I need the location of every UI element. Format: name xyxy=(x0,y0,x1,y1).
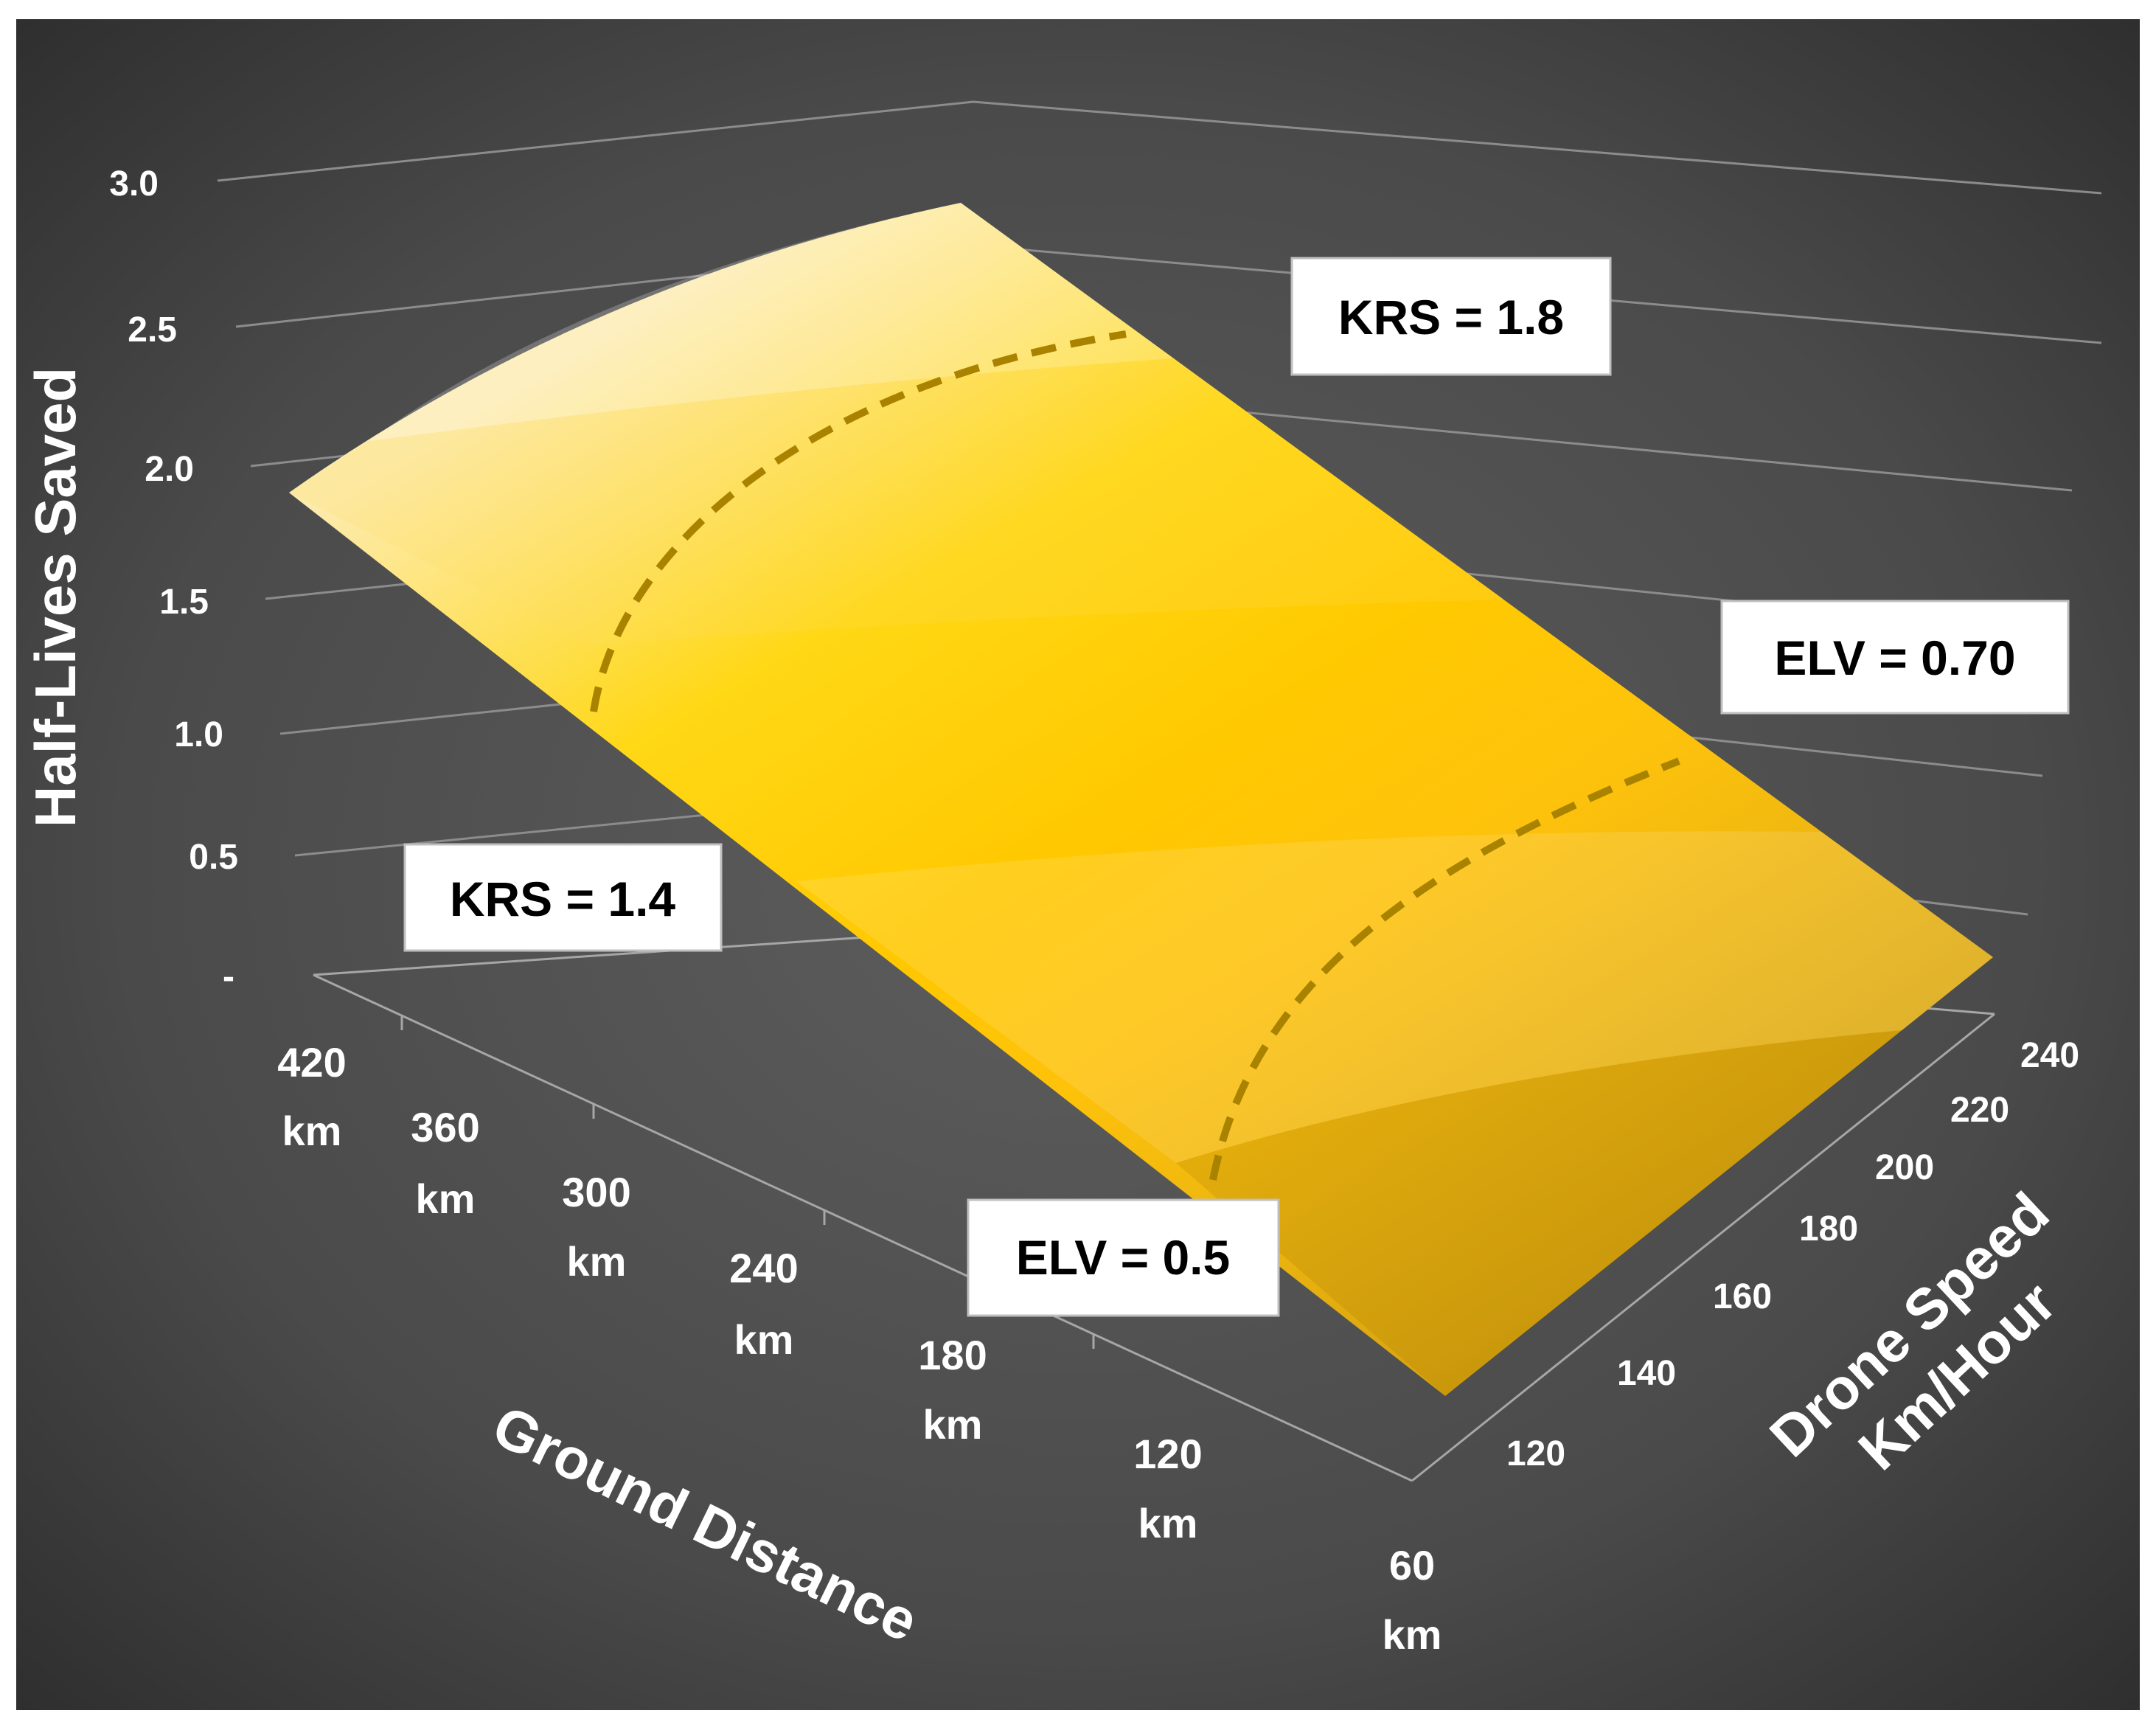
annotation-label: KRS = 1.4 xyxy=(450,872,676,926)
x-tick-unit: km xyxy=(1138,1500,1198,1546)
z-tick-label: 2.5 xyxy=(128,310,177,350)
x-axis-line xyxy=(313,973,1413,1482)
dashed-line-krs xyxy=(590,330,1127,712)
surface-lower-band xyxy=(796,831,1993,1163)
x-tick-unit: km xyxy=(734,1316,794,1363)
x-tick-unit: km xyxy=(567,1238,627,1285)
z-tick-label: 0.5 xyxy=(189,838,238,877)
annotation-label: KRS = 1.8 xyxy=(1338,290,1564,344)
annotation-elv-low: ELV = 0.5 xyxy=(967,1198,1280,1317)
annotation-box xyxy=(1720,600,2070,715)
x-tick-unit: km xyxy=(1383,1611,1442,1658)
x-tick-value: 360 xyxy=(411,1104,479,1150)
z-tick-label: - xyxy=(223,957,234,996)
y-tick-label: 160 xyxy=(1713,1277,1772,1316)
x-tick-value: 120 xyxy=(1133,1431,1202,1477)
z-tick-label: 3.0 xyxy=(109,164,159,204)
x-tick-value: 60 xyxy=(1389,1542,1435,1588)
z-tick-label: 1.5 xyxy=(159,583,209,622)
annotation-krs-low: KRS = 1.4 xyxy=(403,843,723,952)
x-tick-value: 300 xyxy=(562,1169,630,1215)
y-axis-line xyxy=(1411,1013,1995,1482)
surface xyxy=(289,203,1993,1396)
z-axis-title: Half-Lives Saved xyxy=(23,367,88,827)
surface-shadow-band xyxy=(1176,1030,1902,1396)
x-tick-value: 420 xyxy=(277,1039,346,1086)
annotation-label: ELV = 0.70 xyxy=(1774,631,2015,685)
y-tick-label: 120 xyxy=(1506,1434,1565,1473)
surface-mid-band xyxy=(289,358,1504,645)
y-tick-label: 140 xyxy=(1617,1354,1676,1393)
x-axis-ticks: 420 km 360 km 300 km 240 km 180 km 120 k… xyxy=(277,1039,1442,1658)
x-tick-unit: km xyxy=(416,1175,476,1222)
x-tick-unit: km xyxy=(282,1108,342,1154)
y-tick-label: 220 xyxy=(1950,1091,2009,1130)
annotation-elv-high: ELV = 0.70 xyxy=(1720,600,2070,715)
annotation-label: ELV = 0.5 xyxy=(1016,1230,1230,1285)
z-tick-label: 2.0 xyxy=(145,450,194,489)
x-tick-unit: km xyxy=(923,1401,983,1448)
x-tick-value: 240 xyxy=(729,1245,798,1291)
z-tick-label: 1.0 xyxy=(174,715,223,754)
surface-shading xyxy=(289,203,1993,1396)
y-tick-label: 240 xyxy=(2020,1036,2079,1075)
annotation-box xyxy=(403,843,723,952)
y-tick-label: 180 xyxy=(1799,1209,1858,1248)
z-axis-ticks: 3.0 2.5 2.0 1.5 1.0 0.5 - xyxy=(109,164,238,996)
gridline-3-0 xyxy=(217,100,2102,195)
y-tick-label: 200 xyxy=(1875,1148,1934,1187)
annotation-krs-high: KRS = 1.8 xyxy=(1290,257,1612,376)
dashed-line-elv xyxy=(1209,757,1680,1181)
y-axis-ticks: 120 140 160 180 200 220 240 xyxy=(1506,1036,2079,1473)
annotation-box xyxy=(967,1198,1280,1317)
surface-highlight-band xyxy=(369,203,1174,441)
x-tick-value: 180 xyxy=(918,1332,987,1378)
annotation-box xyxy=(1290,257,1612,376)
